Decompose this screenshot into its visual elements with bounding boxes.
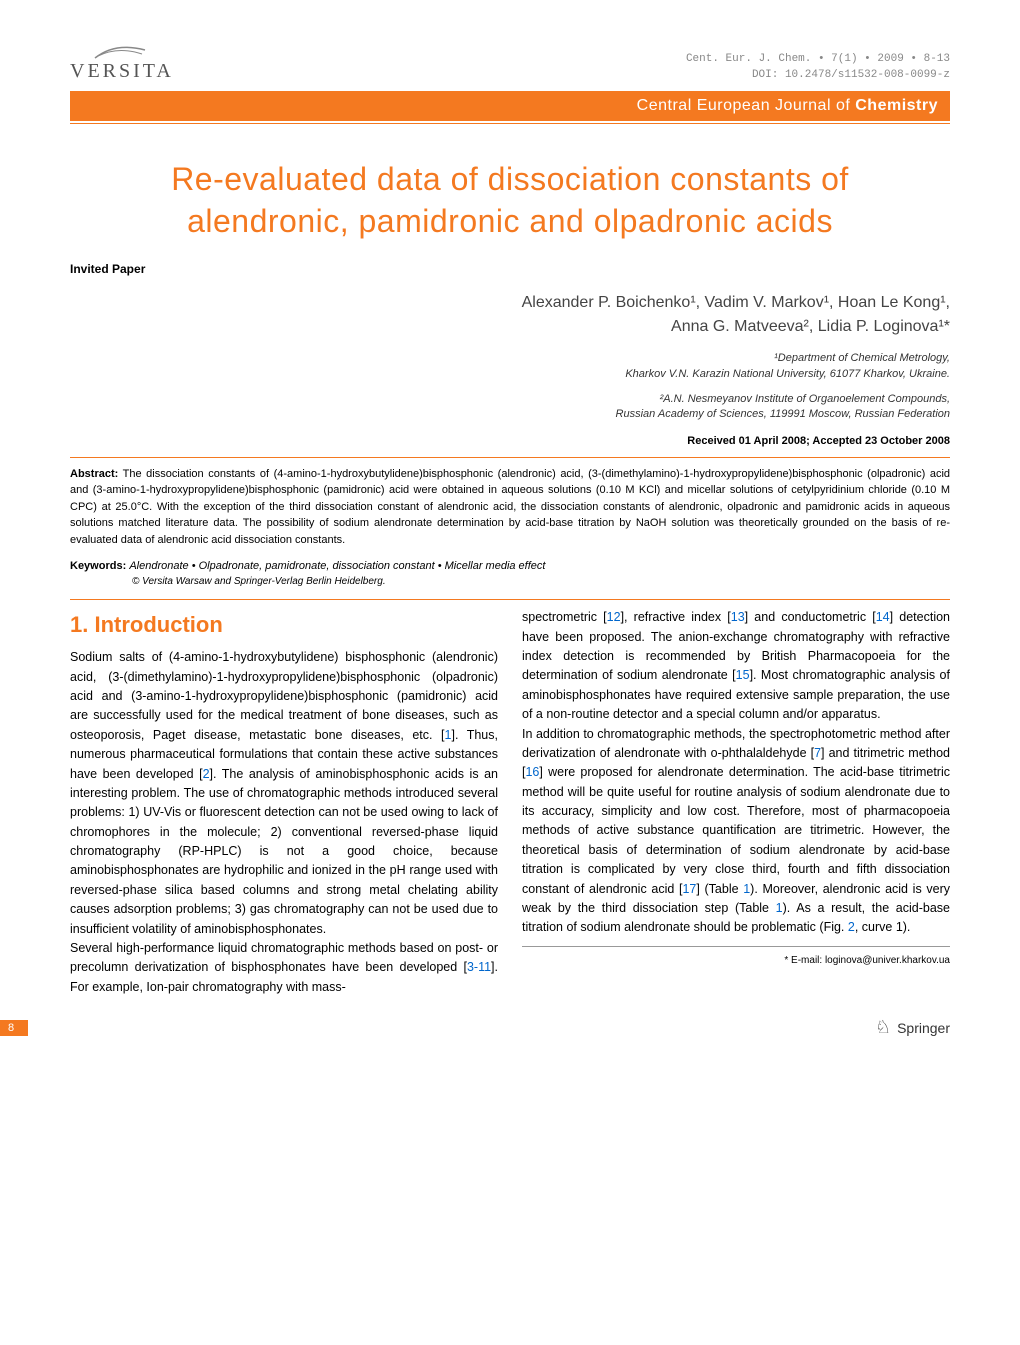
citation-ref[interactable]: 3-11: [467, 960, 491, 974]
publisher-logo: VERSITA: [70, 40, 174, 83]
copyright-line: © Versita Warsaw and Springer-Verlag Ber…: [70, 576, 950, 587]
springer-horse-icon: ♘: [875, 1017, 891, 1038]
keywords-text: Alendronate • Olpadronate, pamidronate, …: [129, 560, 545, 572]
citation-ref[interactable]: 12: [607, 610, 621, 624]
affiliation-block: ¹Department of Chemical Metrology, Khark…: [70, 351, 950, 382]
section-heading: 1. Introduction: [70, 608, 498, 642]
journal-title-bar: Central European Journal of Chemistry: [70, 91, 950, 121]
citation-line: Cent. Eur. J. Chem. • 7(1) • 2009 • 8-13: [686, 52, 950, 67]
citation-block: Cent. Eur. J. Chem. • 7(1) • 2009 • 8-13…: [686, 52, 950, 83]
authors-line: Anna G. Matveeva², Lidia P. Loginova¹*: [70, 315, 950, 339]
paper-type-label: Invited Paper: [70, 262, 950, 276]
citation-ref[interactable]: 13: [731, 610, 745, 624]
body-paragraph: Several high-performance liquid chromato…: [70, 939, 498, 997]
affiliation-line: ¹Department of Chemical Metrology,: [70, 351, 950, 366]
figure-ref[interactable]: 2: [848, 920, 855, 934]
citation-ref[interactable]: 14: [876, 610, 890, 624]
citation-ref[interactable]: 7: [814, 746, 821, 760]
corresponding-email: * E-mail: loginova@univer.kharkov.ua: [522, 953, 950, 969]
abstract-label: Abstract:: [70, 468, 118, 480]
doi-line: DOI: 10.2478/s11532-008-0099-z: [686, 68, 950, 83]
abstract-text: The dissociation constants of (4-amino-1…: [70, 468, 950, 546]
header: VERSITA Cent. Eur. J. Chem. • 7(1) • 200…: [70, 40, 950, 83]
divider-line: [522, 946, 950, 947]
affiliation-line: ²A.N. Nesmeyanov Institute of Organoelem…: [70, 392, 950, 407]
body-paragraph: Sodium salts of (4-amino-1-hydroxybutyli…: [70, 648, 498, 939]
affiliation-block: ²A.N. Nesmeyanov Institute of Organoelem…: [70, 392, 950, 423]
divider-line: [70, 123, 950, 124]
divider-line: [70, 599, 950, 600]
affiliation-line: Russian Academy of Sciences, 119991 Mosc…: [70, 407, 950, 422]
authors-block: Alexander P. Boichenko¹, Vadim V. Markov…: [70, 291, 950, 339]
citation-ref[interactable]: 15: [736, 668, 750, 682]
body-paragraph: In addition to chromatographic methods, …: [522, 725, 950, 938]
logo-swoosh-icon: [90, 40, 150, 60]
column-right: spectrometric [12], refractive index [13…: [522, 608, 950, 997]
article-title: Re-evaluated data of dissociation consta…: [90, 159, 930, 242]
page-number: 8: [0, 1020, 28, 1036]
journal-prefix: Central European Journal of: [637, 97, 856, 114]
column-left: 1. Introduction Sodium salts of (4-amino…: [70, 608, 498, 997]
journal-bold: Chemistry: [855, 97, 938, 114]
citation-ref[interactable]: 2: [203, 767, 210, 781]
citation-ref[interactable]: 17: [682, 882, 696, 896]
body-columns: 1. Introduction Sodium salts of (4-amino…: [70, 608, 950, 997]
springer-logo: ♘ Springer: [875, 1017, 950, 1038]
received-date: Received 01 April 2008; Accepted 23 Octo…: [70, 435, 950, 447]
abstract-block: Abstract: The dissociation constants of …: [70, 466, 950, 549]
page-footer: 8 ♘ Springer: [70, 1017, 950, 1038]
keywords-block: Keywords: Alendronate • Olpadronate, pam…: [70, 560, 950, 572]
table-ref[interactable]: 1: [776, 901, 783, 915]
citation-ref[interactable]: 16: [525, 765, 539, 779]
body-paragraph: spectrometric [12], refractive index [13…: [522, 608, 950, 724]
springer-label: Springer: [897, 1020, 950, 1036]
affiliation-line: Kharkov V.N. Karazin National University…: [70, 367, 950, 382]
keywords-label: Keywords:: [70, 560, 126, 572]
divider-line: [70, 457, 950, 458]
authors-line: Alexander P. Boichenko¹, Vadim V. Markov…: [70, 291, 950, 315]
publisher-name: VERSITA: [70, 60, 174, 83]
